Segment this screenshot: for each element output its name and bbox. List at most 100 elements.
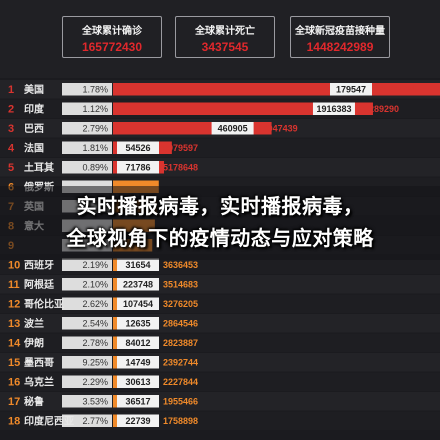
- stats-header: 全球累计确诊 165772430 全球累计死亡 3437545 全球新冠疫苗接种…: [0, 0, 440, 78]
- cases-label: 16047439: [258, 124, 298, 134]
- deaths-box: [117, 395, 159, 408]
- cases-label: 1955466: [163, 397, 198, 407]
- stat-total-cases: 全球累计确诊 165772430: [62, 16, 162, 58]
- pct-box: [62, 317, 112, 330]
- country-label: 美国: [24, 83, 44, 96]
- cases-label: 2392744: [163, 358, 198, 368]
- deaths-box: [117, 375, 159, 388]
- rank-label: 10: [8, 260, 20, 272]
- country-label: 墨西哥: [24, 357, 54, 369]
- deaths-label: 179547: [336, 85, 366, 95]
- deaths-box: [117, 317, 159, 330]
- deaths-box: [117, 161, 159, 174]
- rank-label: 2: [8, 104, 14, 116]
- rank-label: 1: [8, 84, 14, 96]
- pct-box: [62, 258, 112, 271]
- pct-box: [62, 336, 112, 349]
- pct-label: 2.29%: [82, 377, 108, 387]
- cases-label: 33102724: [376, 85, 416, 95]
- rank-label: 16: [8, 377, 20, 389]
- pct-label: 1.81%: [82, 143, 108, 153]
- pct-box: [62, 102, 112, 115]
- deaths-label: 71786: [125, 163, 150, 173]
- stat-value: 1448242989: [306, 40, 374, 54]
- rank-label: 5: [8, 162, 14, 174]
- deaths-label: 36517: [125, 397, 150, 407]
- rank-label: 12: [8, 299, 20, 311]
- rank-label: 17: [8, 396, 20, 408]
- headline-overlay: [0, 186, 440, 260]
- deaths-box: [117, 356, 159, 369]
- cases-label: 3514683: [163, 280, 198, 290]
- headline-line-2: 全球视角下的疫情动态与应对策略: [66, 228, 374, 250]
- pct-label: 2.10%: [82, 280, 108, 290]
- cases-label: 26289290: [359, 104, 399, 114]
- cases-label: 1758898: [163, 416, 198, 426]
- deaths-label: 22739: [125, 416, 150, 426]
- rank-label: 14: [8, 338, 21, 350]
- pct-label: 2.19%: [82, 260, 108, 270]
- deaths-label: 107454: [123, 299, 153, 309]
- rank-label: 15: [8, 357, 20, 369]
- pct-box: [62, 414, 112, 427]
- deaths-label: 12635: [125, 319, 150, 329]
- pct-label: 2.79%: [82, 124, 108, 134]
- deaths-box: [117, 141, 159, 154]
- stat-label: 全球累计死亡: [195, 26, 255, 37]
- cases-label: 2864546: [163, 319, 198, 329]
- rank-label: 3: [8, 123, 14, 135]
- cases-label: 5979597: [163, 143, 198, 153]
- deaths-box: [117, 258, 159, 271]
- pct-label: 9.25%: [82, 358, 108, 368]
- deaths-label: 31654: [125, 260, 150, 270]
- country-label: 巴西: [24, 123, 44, 135]
- stat-total-deaths: 全球累计死亡 3437545: [175, 16, 275, 58]
- deaths-box: [117, 414, 159, 427]
- pct-label: 2.78%: [82, 338, 108, 348]
- pct-label: 2.54%: [82, 319, 108, 329]
- cases-label: 2823887: [163, 338, 198, 348]
- pct-box: [62, 395, 112, 408]
- country-label: 印度: [24, 103, 45, 116]
- country-label: 乌克兰: [24, 376, 54, 389]
- country-label: 法国: [24, 142, 44, 155]
- cases-label: 3276205: [163, 299, 198, 309]
- deaths-label: 460905: [218, 124, 248, 134]
- deaths-label: 223748: [123, 280, 153, 290]
- pct-label: 2.77%: [82, 416, 108, 426]
- country-label: 波兰: [24, 317, 44, 330]
- country-label: 哥伦比亚: [24, 298, 64, 311]
- country-label: 阿根廷: [24, 278, 55, 291]
- stat-vaccinations: 全球新冠疫苗接种量 1448242989: [290, 16, 390, 58]
- rank-label: 18: [8, 416, 20, 428]
- deaths-label: 54526: [125, 143, 150, 153]
- deaths-label: 14749: [125, 358, 150, 368]
- rank-label: 4: [8, 143, 15, 155]
- country-label: 印度尼西亚: [24, 415, 74, 428]
- bar: [113, 102, 373, 115]
- pct-label: 1.78%: [82, 85, 108, 95]
- deaths-box: [312, 102, 355, 115]
- stat-value: 3437545: [201, 40, 249, 54]
- cases-label: 3636453: [163, 260, 198, 270]
- deaths-box: [117, 297, 159, 310]
- pct-box: [62, 375, 112, 388]
- cases-label: 5178648: [163, 163, 198, 173]
- deaths-box: [117, 278, 159, 291]
- pct-box: [62, 83, 112, 96]
- deaths-box: [330, 83, 372, 96]
- pct-box: [62, 278, 112, 291]
- pct-box: [62, 122, 112, 135]
- pct-box: [62, 356, 112, 369]
- country-label: 西班牙: [24, 259, 54, 272]
- pct-label: 0.89%: [82, 163, 108, 173]
- country-label: 秘鲁: [24, 395, 44, 408]
- stat-value: 165772430: [81, 40, 143, 54]
- deaths-label: 1916383: [316, 104, 351, 114]
- pct-label: 1.12%: [82, 104, 108, 114]
- pct-box: [62, 141, 112, 154]
- stat-label: 全球新冠疫苗接种量: [295, 26, 385, 37]
- pct-label: 3.53%: [82, 397, 108, 407]
- cases-label: 2227844: [163, 377, 198, 387]
- stat-label: 全球累计确诊: [82, 26, 142, 37]
